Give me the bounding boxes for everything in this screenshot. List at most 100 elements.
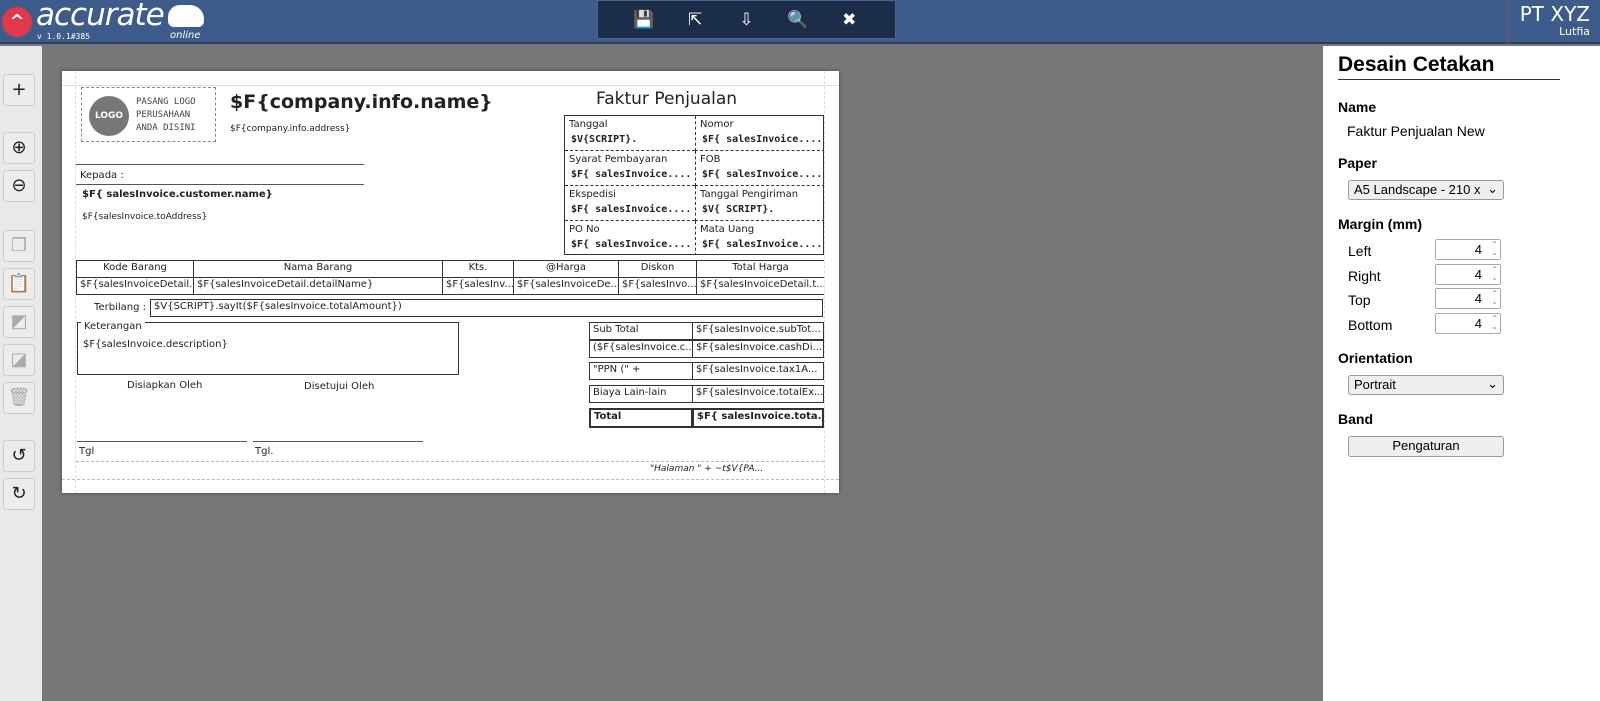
save-icon[interactable]: 💾	[633, 9, 655, 30]
totals-value[interactable]: $F{salesInvoice.cashDi...	[692, 340, 824, 358]
accurate-logo-icon: ^	[2, 7, 32, 37]
totals-value[interactable]: $F{salesInvoice.subTot...	[692, 322, 824, 340]
delete-icon[interactable]: 🗑	[3, 382, 35, 414]
left-toolbar: + ⊕ ⊖ ❐ 📋 ◩ ◪ 🗑 ↺ ↻	[0, 46, 42, 701]
info-value[interactable]: $V{ SCRIPT}.	[702, 204, 775, 215]
info-cell[interactable]: PO No $F{ salesInvoice....	[565, 221, 695, 254]
info-cell[interactable]: Tanggal Pengiriman $V{ SCRIPT}.	[695, 186, 823, 221]
margin-bottom-input[interactable]: 4 ⌃ ⌄	[1435, 312, 1501, 334]
app-header: ^ accurate v 1.0.1#385 online 💾 ⇱ ⇩ 🔍 ✖ PT X…	[0, 0, 1600, 44]
info-value[interactable]: $V{SCRIPT}.	[571, 134, 638, 145]
name-label: Name	[1338, 99, 1377, 115]
spinner-icon[interactable]: ⌃ ⌄	[1491, 289, 1498, 306]
column-header[interactable]: @Harga	[513, 260, 619, 278]
margin-right-input[interactable]: 4 ⌃ ⌄	[1435, 263, 1501, 285]
panel-title: Desain Cetakan	[1338, 53, 1560, 80]
margin-value: 4	[1474, 315, 1482, 331]
info-cell[interactable]: Ekspedisi $F{ salesInvoice....	[565, 186, 695, 221]
orientation-select[interactable]: Portrait ⌄	[1348, 375, 1504, 395]
info-value[interactable]: $F{ salesInvoice....	[702, 169, 823, 180]
spinner-icon[interactable]: ⌃ ⌄	[1491, 240, 1498, 257]
company-info[interactable]: PT XYZ Lutfia	[1507, 0, 1600, 44]
info-value[interactable]: $F{ salesInvoice....	[571, 169, 692, 180]
table-cell[interactable]: $F{salesInvoiceDetail...	[76, 277, 194, 295]
zoom-in-icon[interactable]: ⊕	[3, 132, 35, 164]
info-cell[interactable]: Mata Uang $F{ salesInvoice....	[695, 221, 823, 254]
totals-label[interactable]: Total	[589, 408, 693, 428]
disetujui-label[interactable]: Disetujui Oleh	[304, 381, 375, 392]
totals-label[interactable]: Sub Total	[589, 322, 693, 340]
tgl-label-2[interactable]: Tgl.	[255, 446, 274, 457]
keterangan-box[interactable]: Keterangan $F{salesInvoice.description}	[77, 321, 459, 375]
disiapkan-label[interactable]: Disiapkan Oleh	[127, 380, 203, 391]
totals-label[interactable]: "PPN (" +	[589, 362, 693, 380]
preview-icon[interactable]: 🔍	[787, 9, 809, 30]
bring-front-icon[interactable]: ◩	[3, 306, 35, 338]
kepada-label[interactable]: Kepada :	[80, 170, 124, 181]
items-table: Kode Barang $F{salesInvoiceDetail... Nama …	[76, 260, 824, 296]
paste-icon[interactable]: 📋	[3, 268, 35, 300]
info-cell[interactable]: FOB $F{ salesInvoice....	[695, 151, 823, 186]
redo-icon[interactable]: ↻	[3, 478, 35, 510]
table-cell[interactable]: $F{salesInv...	[442, 277, 514, 295]
logo-placeholder[interactable]: LOGO PASANG LOGO PERUSAHAAN ANDA DISINI	[81, 87, 216, 142]
table-cell[interactable]: $F{salesInvo...	[618, 277, 697, 295]
customer-name-field[interactable]: $F{ salesInvoice.customer.name}	[82, 189, 273, 200]
import-icon[interactable]: ⇩	[739, 9, 754, 30]
info-label: Ekspedisi	[569, 189, 616, 200]
table-cell[interactable]: $F{salesInvoiceDetail.t...	[696, 277, 824, 295]
info-value[interactable]: $F{ salesInvoice....	[571, 204, 692, 215]
tgl-label-1[interactable]: Tgl	[79, 446, 95, 457]
invoice-info-box: Tanggal $V{SCRIPT}. Nomor $F{ salesInvoice.…	[564, 115, 824, 255]
column-header[interactable]: Total Harga	[696, 260, 824, 278]
band-settings-button[interactable]: Pengaturan	[1348, 436, 1504, 457]
column-header[interactable]: Nama Barang	[193, 260, 443, 278]
invoice-design-canvas[interactable]: LOGO PASANG LOGO PERUSAHAAN ANDA DISINI …	[62, 71, 839, 493]
send-back-icon[interactable]: ◪	[3, 344, 35, 376]
totals-value[interactable]: $F{salesInvoice.totalEx...	[692, 385, 824, 403]
info-cell[interactable]: Tanggal $V{SCRIPT}.	[565, 116, 695, 151]
add-icon[interactable]: +	[3, 74, 35, 106]
export-icon[interactable]: ⇱	[687, 9, 703, 30]
company-name-field[interactable]: $F{company.info.name}	[230, 91, 493, 113]
spinner-icon[interactable]: ⌃ ⌄	[1491, 313, 1498, 331]
column-header[interactable]: Diskon	[618, 260, 697, 278]
margin-left-input[interactable]: 4 ⌃ ⌄	[1435, 239, 1501, 260]
spinner-icon[interactable]: ⌃ ⌄	[1491, 264, 1498, 282]
column-header[interactable]: Kts.	[442, 260, 514, 278]
margin-top-input[interactable]: 4 ⌃ ⌄	[1435, 288, 1501, 309]
table-cell[interactable]: $F{salesInvoiceDe...	[513, 277, 619, 295]
info-value[interactable]: $F{ salesInvoice....	[571, 239, 692, 250]
to-address-field[interactable]: $F{salesInvoice.toAddress}	[82, 212, 208, 222]
invoice-title[interactable]: Faktur Penjualan	[596, 89, 738, 109]
close-icon[interactable]: ✖	[842, 9, 857, 30]
totals-label[interactable]: ($F{salesInvoice.c...	[589, 340, 693, 358]
table-cell[interactable]: $F{salesInvoiceDetail.detailName}	[193, 277, 443, 295]
orientation-value: Portrait	[1354, 377, 1396, 392]
terbilang-field[interactable]: $V{SCRIPT}.sayIt($F{salesInvoice.totalAm…	[150, 299, 823, 317]
terbilang-label: Terbilang :	[94, 302, 146, 313]
logo-text-2: PERUSAHAAN	[136, 110, 191, 120]
description-field[interactable]: $F{salesInvoice.description}	[83, 339, 228, 350]
totals-label[interactable]: Biaya Lain-lain	[589, 385, 693, 403]
column-header[interactable]: Kode Barang	[76, 260, 194, 278]
user-name: Lutfia	[1559, 25, 1590, 38]
info-label: Tanggal Pengiriman	[700, 189, 799, 200]
page-number-field[interactable]: "Halaman " + ~t$V{PA...	[650, 464, 764, 474]
company-address-field[interactable]: $F{company.info.address}	[230, 124, 351, 134]
top-toolbar: 💾 ⇱ ⇩ 🔍 ✖	[597, 0, 896, 39]
undo-icon[interactable]: ↺	[3, 440, 35, 472]
chevron-down-icon: ⌄	[1487, 376, 1498, 391]
copy-icon[interactable]: ❐	[3, 230, 35, 262]
totals-value[interactable]: $F{salesInvoice.tax1A...	[692, 362, 824, 380]
info-cell[interactable]: Nomor $F{ salesInvoice....	[695, 116, 823, 151]
info-cell[interactable]: Syarat Pembayaran $F{ salesInvoice....	[565, 151, 695, 186]
totals-value[interactable]: $F{ salesInvoice.tota...	[692, 408, 824, 428]
info-label: Nomor	[700, 119, 734, 130]
paper-select[interactable]: A5 Landscape - 210 x ⌄	[1348, 180, 1504, 200]
logo-text-3: ANDA DISINI	[136, 123, 196, 133]
info-value[interactable]: $F{ salesInvoice....	[702, 134, 823, 145]
paper-value: A5 Landscape - 210 x	[1354, 182, 1481, 197]
info-value[interactable]: $F{ salesInvoice....	[702, 239, 823, 250]
zoom-out-icon[interactable]: ⊖	[3, 170, 35, 202]
